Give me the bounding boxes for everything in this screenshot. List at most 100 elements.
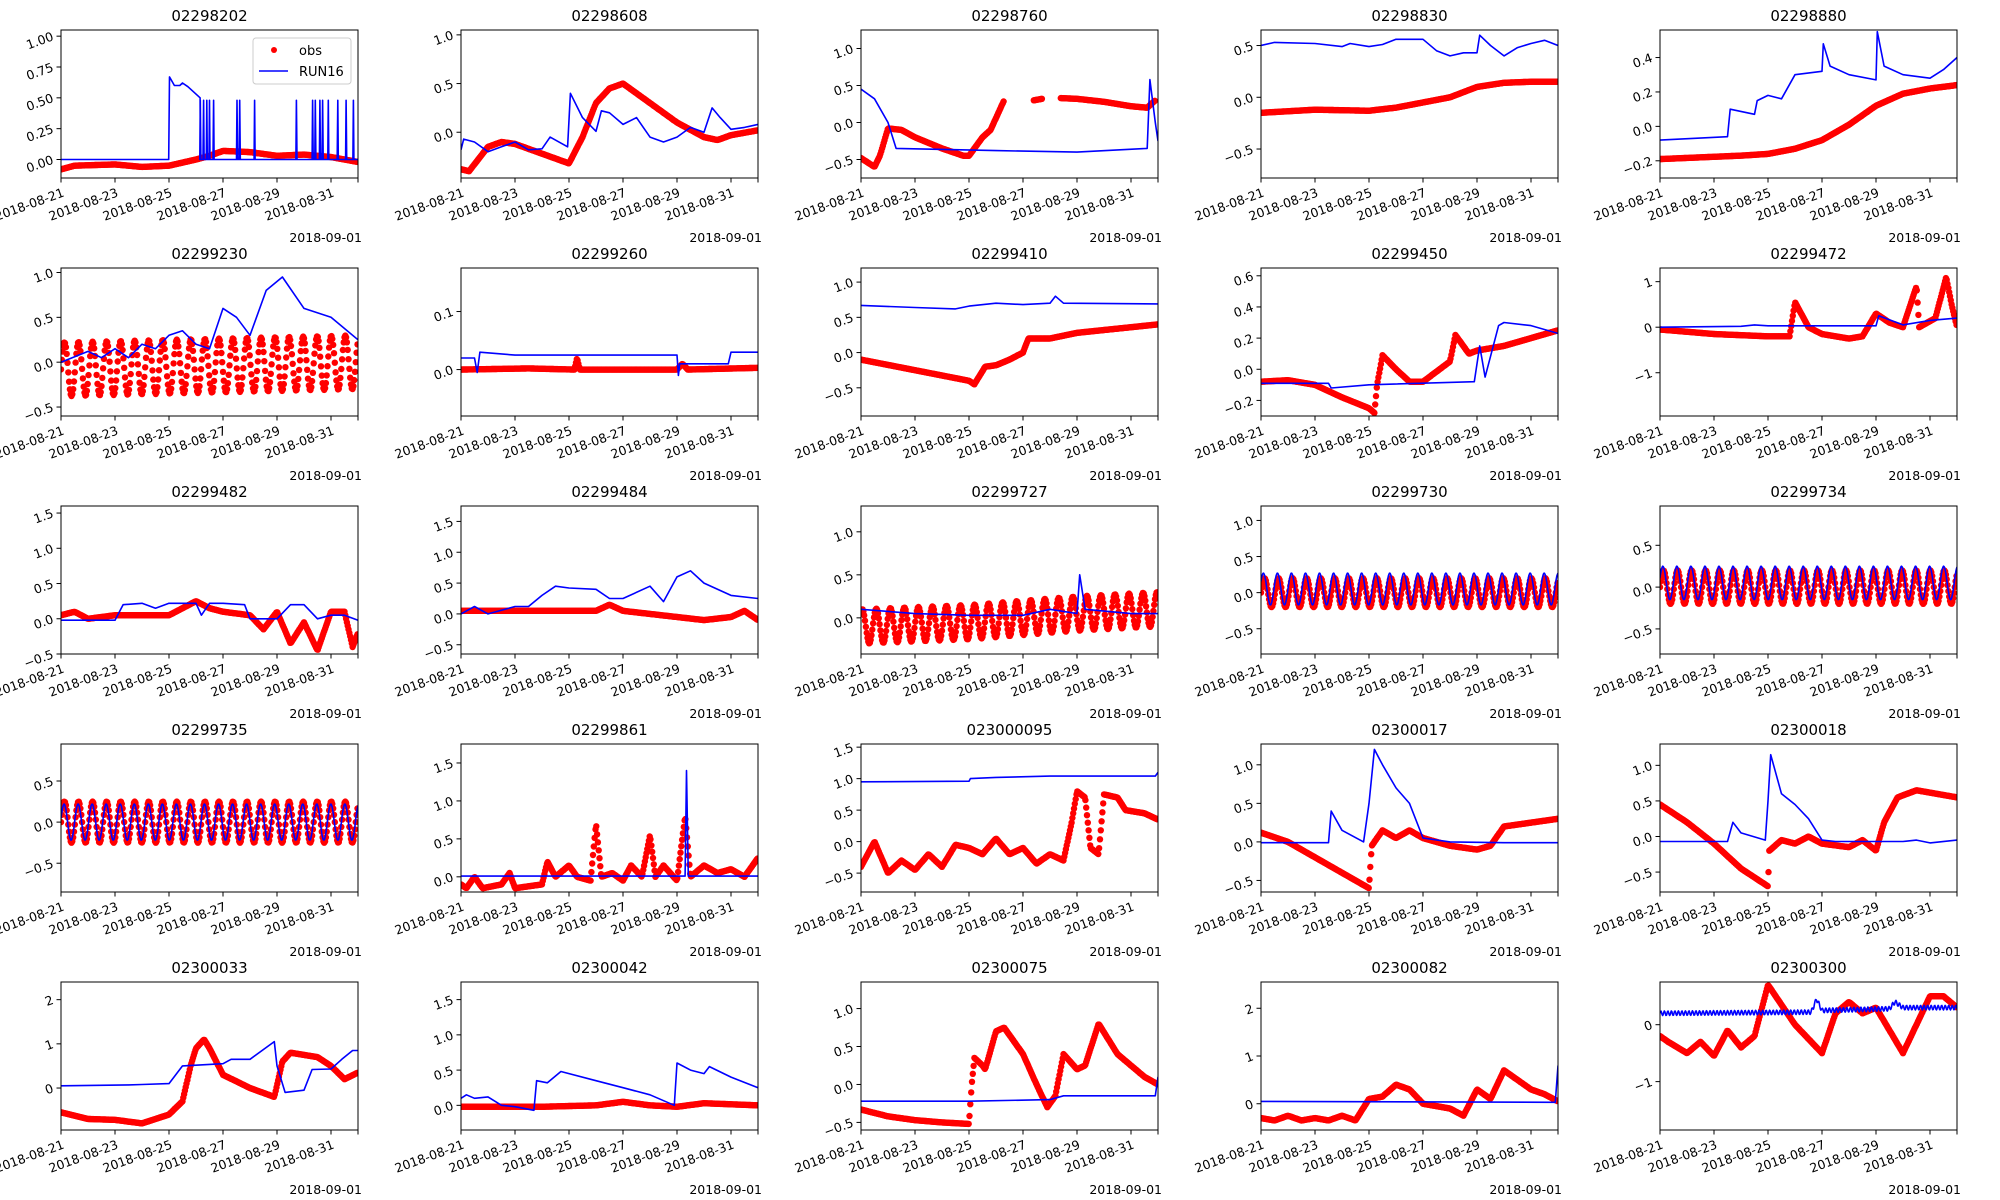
obs-point (982, 613, 989, 620)
obs-point (210, 384, 217, 391)
obs-point (259, 341, 266, 348)
obs-point (1010, 608, 1018, 616)
obs-point (351, 368, 358, 375)
obs-point (139, 388, 146, 395)
obs-point (309, 369, 317, 376)
obs-point (1789, 312, 1797, 319)
obs-point (72, 359, 79, 366)
axes-frame (60, 29, 359, 179)
obs-point (226, 362, 233, 369)
obs-point (952, 628, 959, 636)
y-tick-label: 0.0 (1232, 90, 1256, 111)
obs-point (1154, 321, 1158, 328)
obs-point (71, 369, 79, 376)
subplot-title: 02298830 (1371, 7, 1447, 25)
obs-series (1660, 81, 1957, 163)
obs-point (1044, 611, 1052, 618)
obs-point (861, 612, 868, 619)
obs-point (86, 362, 93, 369)
legend-run-label: RUN16 (299, 65, 344, 80)
obs-point (910, 630, 917, 637)
obs-point (898, 617, 905, 624)
obs-point (233, 365, 240, 372)
legend-obs-label: obs (299, 44, 322, 59)
obs-point (287, 342, 295, 350)
obs-point (168, 385, 175, 392)
obs-point (153, 389, 160, 396)
obs-point (132, 339, 139, 346)
obs-point (1554, 78, 1558, 85)
obs-point (174, 338, 181, 345)
obs-point (1071, 599, 1079, 606)
obs-point (197, 366, 205, 373)
subplot-title: 02299260 (571, 245, 647, 263)
y-tick-label: 1.0 (32, 265, 56, 286)
subplot-title: 02299484 (571, 483, 647, 501)
obs-point (1043, 600, 1050, 607)
obs-point (287, 336, 294, 344)
legend-obs-marker (271, 47, 277, 53)
y-tick-label: 1.5 (32, 506, 56, 527)
obs-point (1114, 602, 1122, 609)
obs-point (754, 364, 758, 371)
y-tick-label: 1.0 (832, 41, 856, 62)
obs-point (897, 623, 904, 630)
obs-point (182, 381, 189, 388)
obs-point (938, 632, 945, 639)
obs-point (1031, 614, 1038, 621)
obs-point (112, 385, 119, 392)
obs-point (169, 369, 176, 377)
obs-point (1372, 401, 1379, 408)
obs-series (461, 355, 758, 373)
obs-point (154, 384, 161, 391)
axes-frame (860, 267, 1159, 417)
obs-point (78, 356, 85, 363)
obs-point (925, 626, 932, 633)
obs-point (295, 375, 302, 383)
obs-point (212, 359, 219, 366)
obs-point (1015, 605, 1023, 613)
obs-point (1045, 617, 1053, 624)
obs-point (247, 361, 254, 368)
subplot-title: 02299727 (971, 483, 1047, 501)
obs-point (912, 618, 919, 625)
obs-point (1079, 613, 1087, 620)
obs-point (261, 367, 269, 375)
obs-point (1000, 98, 1007, 105)
y-tick-label: 0.0 (432, 362, 456, 383)
obs-point (1373, 384, 1381, 391)
run-line (461, 351, 758, 377)
y-tick-label: 1.0 (832, 275, 856, 296)
run-line (1660, 30, 1957, 141)
obs-point (945, 608, 952, 616)
obs-point (868, 632, 875, 639)
obs-point (1057, 602, 1065, 609)
obs-point (980, 630, 987, 637)
obs-point (316, 344, 323, 351)
run-line (861, 295, 1158, 310)
obs-point (310, 360, 317, 367)
obs-point (940, 615, 947, 622)
obs-point (1039, 604, 1046, 611)
obs-point (227, 352, 234, 359)
obs-series (1261, 78, 1558, 116)
obs-point (1032, 620, 1039, 627)
obs-point (877, 627, 884, 634)
obs-point (98, 383, 105, 390)
x-tick-label: 2018-09-01 (1888, 468, 1961, 483)
obs-point (240, 355, 248, 362)
obs-point (968, 618, 975, 625)
obs-point (869, 620, 877, 627)
y-tick-label: 0.0 (32, 355, 56, 376)
obs-series (61, 332, 358, 400)
obs-point (282, 364, 289, 371)
obs-series (861, 94, 1158, 170)
subplot-title: 02299472 (1770, 245, 1846, 263)
x-tick-label: 2018-09-01 (689, 706, 762, 721)
run-line (61, 276, 358, 363)
obs-point (884, 615, 891, 622)
obs-point (338, 365, 345, 373)
obs-point (317, 353, 324, 360)
obs-point (890, 618, 897, 625)
obs-point (202, 338, 210, 346)
